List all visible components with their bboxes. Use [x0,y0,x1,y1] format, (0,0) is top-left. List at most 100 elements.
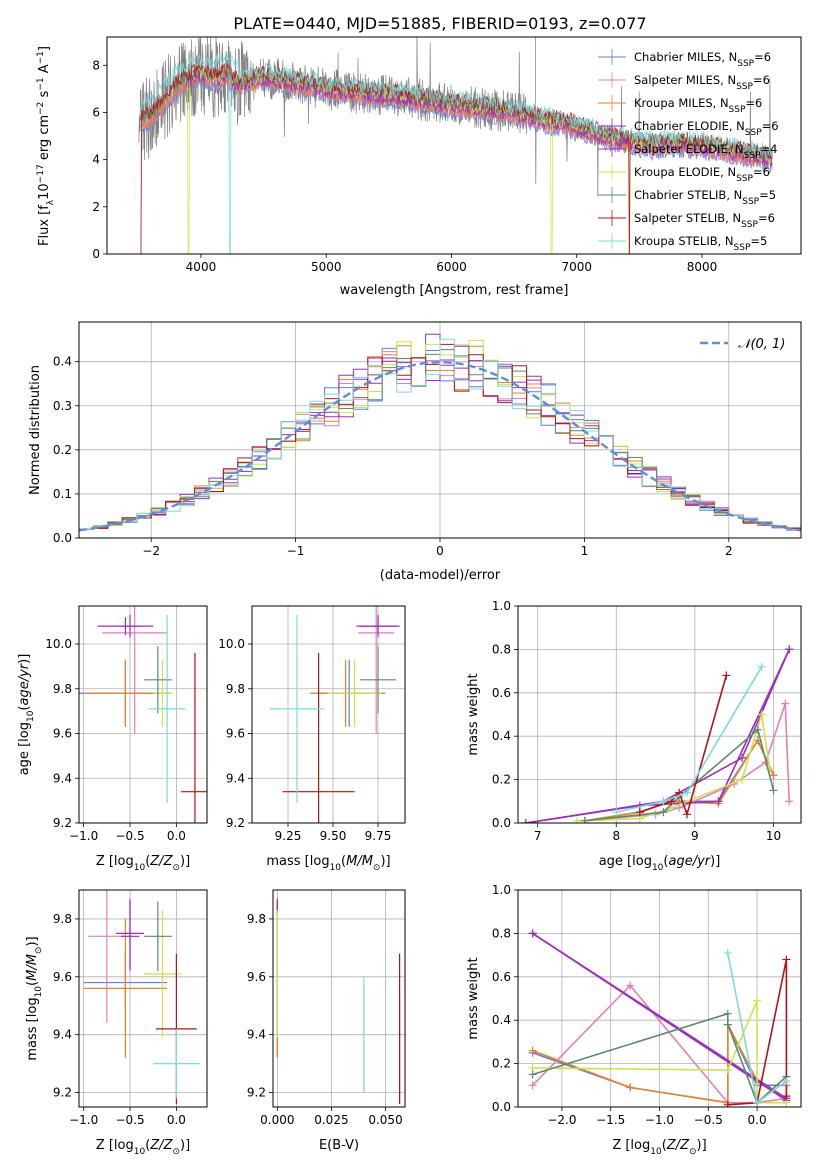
plot-area [521,645,794,823]
weight-point-kroupa_elodie [753,996,762,1005]
weight-point-salpeter_miles [781,699,790,708]
x-tick-label: 0 [436,544,444,558]
y-tick-label: 10.0 [45,637,72,651]
y-tick-label: 4 [92,153,100,167]
y-tick-label: 9.4 [247,1028,266,1042]
y-tick-label: 9.8 [53,912,72,926]
axes-frame [517,605,802,824]
axes-residuals: −2 −1 0 1 2 0.0 0.1 0.2 0.3 0.4 (data-model)/error… [28,321,802,583]
x-tick-label: 2 [725,544,733,558]
x-tick-label: 1 [581,544,589,558]
weight-point-kroupa_miles [528,1046,537,1055]
axes-frame [272,889,406,1108]
x-axis-label: Z [log10(Z/Z⊙)] [96,854,190,873]
figure-title: PLATE=0440, MJD=51885, FIBERID=0193, z=0… [233,14,646,33]
weight-point-salpeter_miles [785,797,794,806]
x-tick-label: 4000 [186,260,217,274]
model-line-salpeter_stelib [140,61,773,254]
x-tick-label: 9 [691,829,699,843]
x-tick-label: −1.0 [645,1113,674,1127]
weight-point-chabrier_stelib [659,808,668,817]
x-tick-label: 9.25 [275,829,302,843]
y-axis-label: Flux [fλ10−17 erg cm−2 s−1 A−1] [36,46,56,246]
y-tick-label: 0.6 [492,686,511,700]
x-tick-label: −1 [287,544,305,558]
y-tick-label: 0.2 [53,443,72,457]
y-axis-label: mass weight [466,673,481,755]
weight-point-salpeter_elodie [785,645,794,654]
y-tick-label: 0.6 [492,970,511,984]
x-tick-label: 0.050 [368,1113,402,1127]
plot-area [276,898,401,1105]
y-tick-label: 0.2 [492,1057,511,1071]
weight-point-kroupa_stelib [757,662,766,671]
weight-point-salpeter_stelib [723,1100,732,1107]
y-tick-label: 0.4 [492,1013,511,1027]
plot-area [270,606,400,823]
y-tick-label: 9.6 [226,727,245,741]
model-line-kroupa_stelib [140,50,773,254]
y-tick-label: 9.2 [247,1086,266,1100]
x-axis-label: (data-model)/error [380,568,501,583]
y-tick-label: 0.1 [53,487,72,501]
y-tick-label: 0.4 [53,355,72,369]
y-axis-label: mass weight [466,957,481,1039]
y-tick-label: 0.2 [492,773,511,787]
x-tick-label: 0.0 [748,1113,767,1127]
y-tick-label: 9.2 [53,816,72,830]
axes-ebv: 0.000 0.025 0.050 9.2 9.4 9.6 9.8 E(B-V) [247,889,406,1153]
x-tick-label: −2 [142,544,160,558]
weight-point-kroupa_stelib [723,948,732,957]
weight-point-salpeter_elodie [528,929,537,938]
legend-label-salpeter_stelib: Salpeter STELIB, NSSP=6 [634,211,775,230]
y-tick-label: 9.8 [247,912,266,926]
y-tick-label: 9.2 [226,816,245,830]
y-tick-label: 2 [92,200,100,214]
weight-point-chabrier_stelib [723,1009,732,1018]
weight-point-chabrier_stelib [769,786,778,795]
charts-root: 4000 5000 6000 7000 8000 0 2 4 6 8 wavelength [Ang… [17,36,802,1157]
y-tick-label: 0.0 [53,531,72,545]
y-tick-label: 0 [92,247,100,261]
x-tick-label: 0.0 [167,1113,186,1127]
y-tick-label: 9.6 [53,970,72,984]
y-tick-label: 9.2 [53,1086,72,1100]
plot-area [83,890,200,1105]
y-tick-label: 10.0 [218,637,245,651]
x-tick-label: 0.0 [167,829,186,843]
weight-point-salpeter_stelib [782,1092,791,1101]
x-axis-label: mass [log10(M/M⊙)] [266,854,390,873]
y-tick-label: 9.4 [53,1028,72,1042]
weight-point-kroupa_elodie [757,710,766,719]
x-axis-label: age [log10(age/yr)] [599,854,721,873]
y-tick-label: 0.8 [492,926,511,940]
x-tick-label: −1.0 [69,1113,98,1127]
weight-point-chabrier_stelib [528,1070,537,1079]
x-tick-label: 5000 [311,260,342,274]
y-tick-label: 6 [92,105,100,119]
y-tick-label: 0.8 [492,642,511,656]
weight-point-kroupa_elodie [765,764,774,773]
plot-area [528,929,791,1107]
y-tick-label: 9.4 [226,771,245,785]
x-tick-label: −0.5 [694,1113,723,1127]
plot-area [79,606,207,823]
x-axis-label: E(B-V) [319,1138,359,1153]
weight-point-chabrier_stelib [723,1020,732,1029]
plot-area [79,333,801,538]
x-tick-label: 7 [534,829,542,843]
x-tick-label: 6000 [436,260,467,274]
weight-point-kroupa_stelib [683,788,692,797]
legend-label-gaussian: 𝒩(0, 1) [738,337,785,352]
weight-point-kroupa_elodie [572,816,581,823]
axes-spectrum: 4000 5000 6000 7000 8000 0 2 4 6 8 wavelength [Ang… [36,36,802,298]
weight-point-kroupa_stelib [782,1076,791,1085]
y-tick-label: 8 [92,58,100,72]
x-tick-label: 0.000 [260,1113,294,1127]
weight-point-salpeter_stelib [722,671,731,680]
x-tick-label: −0.5 [115,829,144,843]
y-tick-label: 9.8 [53,682,72,696]
model-line-chabrier_stelib [140,64,773,160]
axes-z_age: −1.0 −0.5 0.0 9.2 9.4 9.6 9.8 10.0 Z [log10(Z/Z⊙… [17,605,208,873]
